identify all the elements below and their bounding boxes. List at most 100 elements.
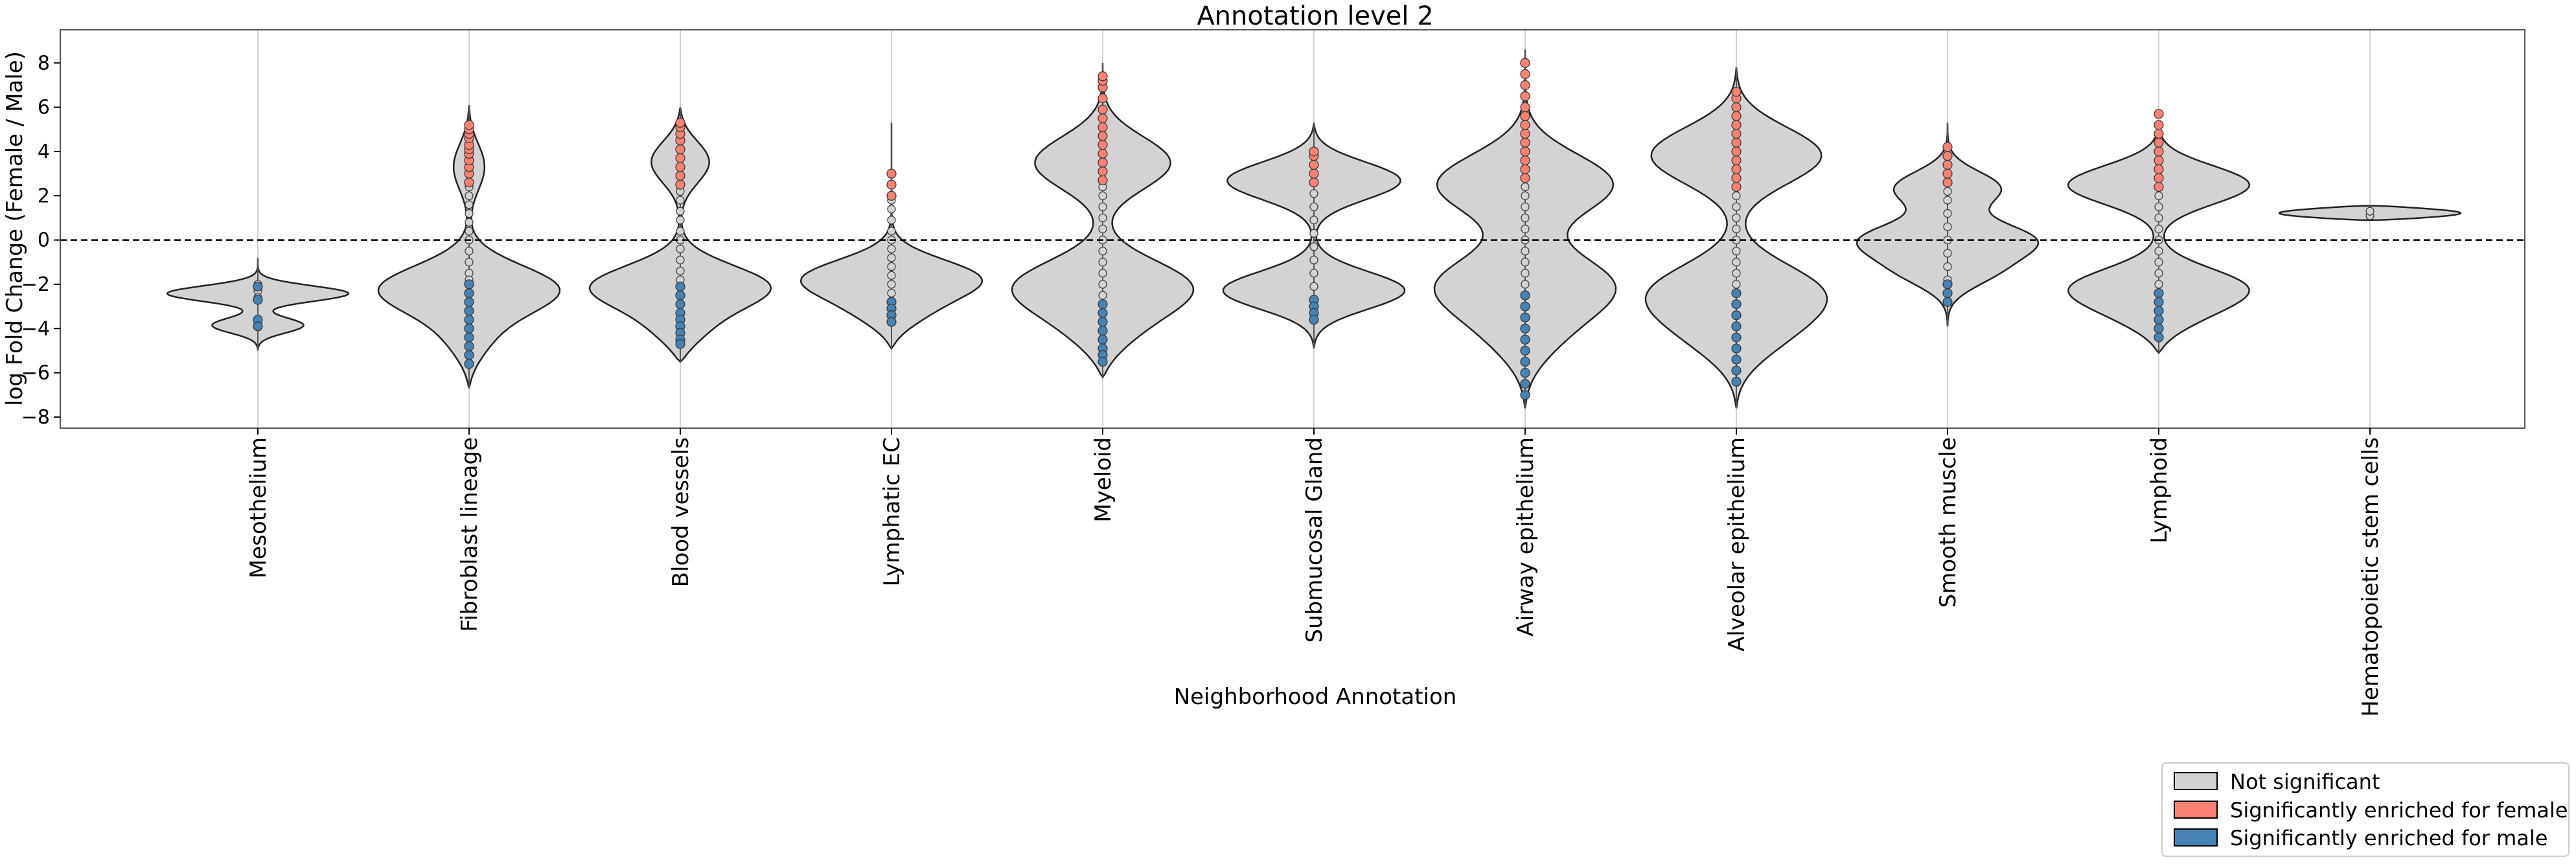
point-male [1731,354,1742,365]
y-tick-label: −8 [21,406,50,429]
point-not-significant [676,266,685,276]
point-female [886,190,897,201]
point-female [1309,146,1319,157]
point-not-significant [1309,255,1318,264]
point-not-significant [1943,262,1952,271]
point-not-significant [1309,282,1318,291]
point-male [1520,312,1530,323]
point-not-significant [1521,202,1530,211]
point-not-significant [1309,269,1318,278]
point-female [1309,177,1319,188]
point-not-significant [887,227,896,236]
point-male [1520,390,1530,400]
point-female [1098,71,1108,82]
point-male [675,339,685,349]
point-not-significant [465,200,474,209]
legend-frame [2161,762,2570,857]
point-female [1731,102,1742,113]
point-male [253,295,263,305]
point-female [1731,137,1742,148]
point-male [1098,334,1108,345]
point-male [464,306,474,316]
point-female [675,170,685,181]
point-not-significant [1098,213,1107,223]
point-female [1942,159,1953,170]
point-female [1520,58,1530,68]
point-female [1942,151,1953,161]
legend: Not significant Significantly enriched f… [2161,762,2570,857]
y-axis-label: log Fold Change (Female / Male) [2,51,28,406]
point-not-significant [676,196,685,205]
point-female [1731,164,1742,174]
point-not-significant [887,288,896,298]
point-not-significant [1098,269,1107,278]
point-female [1731,181,1742,192]
category-label: Fibroblast lineage [457,437,483,632]
point-not-significant [1943,187,1952,196]
point-female [1520,146,1530,157]
point-male [675,290,685,301]
point-female [1098,166,1108,177]
point-female [1942,142,1953,152]
point-not-significant [2365,207,2375,216]
point-male [1731,332,1742,343]
point-male [1731,365,1742,376]
point-not-significant [1309,216,1318,225]
point-male [1520,345,1530,356]
point-male [464,314,474,325]
legend-swatch-not-significant [2174,772,2218,790]
point-not-significant [1309,189,1318,198]
point-male [2154,288,2164,299]
point-female [1942,168,1953,179]
category-label: Airway epithelium [1513,437,1539,637]
point-female [1098,148,1108,159]
point-not-significant [2154,213,2163,223]
y-tick-label: 0 [38,229,50,252]
point-female [1942,177,1953,188]
point-female [2154,146,2164,157]
point-not-significant [2154,269,2163,278]
point-not-significant [1098,247,1107,256]
point-not-significant [676,227,685,236]
point-female [1731,128,1742,139]
point-female [2154,109,2164,119]
point-female [2154,120,2164,130]
point-male [464,359,474,369]
legend-swatch-male [2174,828,2218,847]
category-label: Lymphatic EC [879,437,905,587]
point-female [1731,173,1742,183]
point-not-significant [1098,191,1107,200]
point-female [1520,164,1530,174]
point-male [1520,301,1530,312]
point-not-significant [1732,258,1741,267]
category-label: Myeloid [1090,437,1116,523]
point-female [1520,173,1530,183]
point-female [1731,120,1742,130]
point-not-significant [2154,202,2163,211]
point-male [1731,310,1742,321]
point-female [1520,155,1530,166]
point-male [464,279,474,290]
y-tick-label: 6 [38,97,50,119]
point-not-significant [1521,280,1530,289]
point-female [1098,175,1108,185]
point-not-significant [1943,196,1952,205]
point-not-significant [465,218,474,227]
point-female [1731,155,1742,166]
point-female [1309,159,1319,170]
point-not-significant [1521,182,1530,192]
point-male [2154,314,2164,325]
point-not-significant [887,280,896,289]
point-female [675,162,685,172]
point-male [1098,326,1108,336]
point-not-significant [465,191,474,200]
point-male [1520,323,1530,334]
point-female [1731,111,1742,121]
point-male [1520,367,1530,378]
point-female [1520,111,1530,121]
point-female [1520,91,1530,102]
point-female [1309,168,1319,179]
point-male [1520,290,1530,301]
point-not-significant [676,207,685,216]
